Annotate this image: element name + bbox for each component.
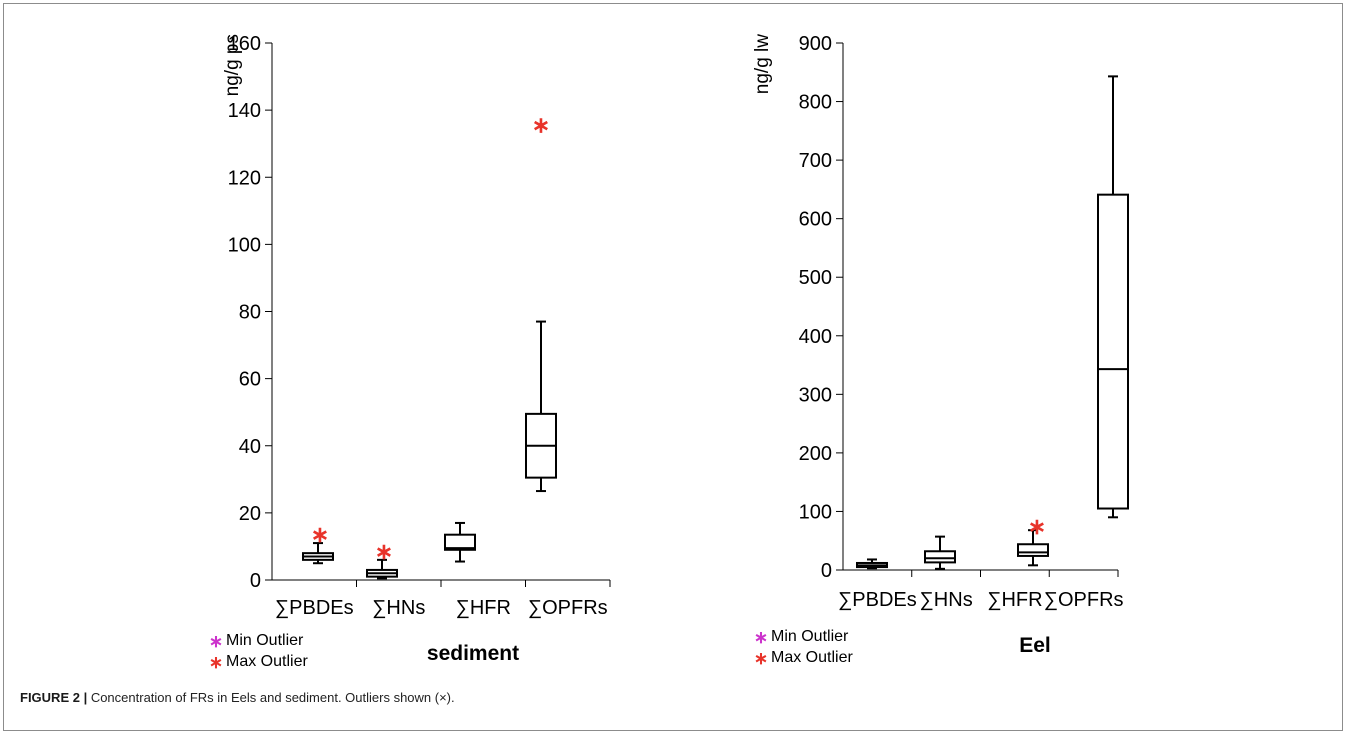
- max-outlier-legend-icon: ∗: [754, 649, 768, 668]
- legend: ∗ Min Outlier∗ Max Outlier: [754, 628, 854, 668]
- box-iqr: [924, 550, 956, 564]
- y-tick-label: 200: [799, 443, 832, 465]
- chart-panel-0: 0 20 40 60 80 100 120 140 160 ∑PBDEs ∑HNs ∑HFR ∑OPFR…: [209, 33, 611, 672]
- caption-text: Concentration of FRs in Eels and sedimen…: [87, 690, 455, 705]
- max-outlier-marker: ∗: [311, 522, 329, 547]
- y-tick-label: 120: [228, 167, 261, 189]
- y-tick-label: 140: [228, 100, 261, 122]
- caption-label: FIGURE 2 |: [20, 690, 88, 705]
- y-tick-label: 800: [799, 92, 832, 114]
- box-0: ∗: [302, 522, 334, 565]
- y-axis-label: ng/g ps: [222, 34, 243, 96]
- y-axis-label: ng/g lw: [752, 34, 773, 94]
- chart-panel-1: 0 100 200 300 400 500 600 700 800 900 ∑PBDEs ∑HNs ∑H…: [752, 33, 1129, 668]
- y-tick-label: 80: [239, 302, 261, 324]
- x-tick-label: ∑HNs: [920, 589, 973, 611]
- legend: ∗ Min Outlier∗ Max Outlier: [209, 632, 309, 672]
- chart-title: Eel: [1019, 634, 1051, 657]
- box-1: [924, 535, 956, 570]
- max-outlier-legend-icon: ∗: [209, 653, 223, 672]
- y-tick-label: 100: [228, 234, 261, 256]
- x-tick-label: ∑OPFRs: [528, 597, 608, 619]
- box-3: [1097, 75, 1129, 519]
- box-1: ∗: [366, 539, 398, 580]
- min-outlier-legend-icon: ∗: [209, 632, 223, 651]
- y-tick-label: 500: [799, 267, 832, 289]
- y-tick-label: 20: [239, 503, 261, 525]
- y-tick-label: 600: [799, 209, 832, 231]
- max-outlier-legend-label: Max Outlier: [771, 649, 853, 666]
- box-iqr: [444, 533, 476, 551]
- min-outlier-legend-label: Min Outlier: [771, 628, 849, 645]
- y-tick-label: 400: [799, 326, 832, 348]
- y-tick-label: 300: [799, 384, 832, 406]
- box-2: [444, 521, 476, 563]
- box-2: ∗: [1017, 514, 1049, 567]
- y-tick-label: 0: [821, 560, 832, 582]
- chart-title: sediment: [427, 642, 519, 665]
- y-tick-label: 40: [239, 436, 261, 458]
- min-outlier-legend-label: Min Outlier: [226, 632, 304, 649]
- y-tick-label: 60: [239, 369, 261, 391]
- figure-caption: FIGURE 2 | Concentration of FRs in Eels …: [20, 690, 455, 705]
- min-outlier-legend-icon: ∗: [754, 628, 768, 647]
- max-outlier-marker: ∗: [1028, 514, 1046, 539]
- y-tick-label: 900: [799, 33, 832, 55]
- x-tick-label: ∑PBDEs: [275, 597, 354, 619]
- x-tick-label: ∑PBDEs: [838, 589, 917, 611]
- max-outlier-marker: ∗: [375, 539, 393, 564]
- box-iqr: [1097, 193, 1129, 510]
- y-tick-label: 100: [799, 501, 832, 523]
- y-tick-label: 160: [228, 33, 261, 55]
- x-tick-label: ∑HFR: [456, 597, 511, 619]
- box-0: [856, 558, 888, 570]
- box-iqr: [1017, 543, 1049, 557]
- box-3: ∗: [525, 113, 557, 493]
- x-tick-label: ∑OPFRs: [1044, 589, 1124, 611]
- x-tick-label: ∑HNs: [372, 597, 425, 619]
- max-outlier-marker: ∗: [532, 113, 550, 138]
- y-tick-label: 0: [250, 570, 261, 592]
- x-tick-label: ∑HFR: [987, 589, 1042, 611]
- max-outlier-legend-label: Max Outlier: [226, 653, 308, 670]
- y-tick-label: 700: [799, 150, 832, 172]
